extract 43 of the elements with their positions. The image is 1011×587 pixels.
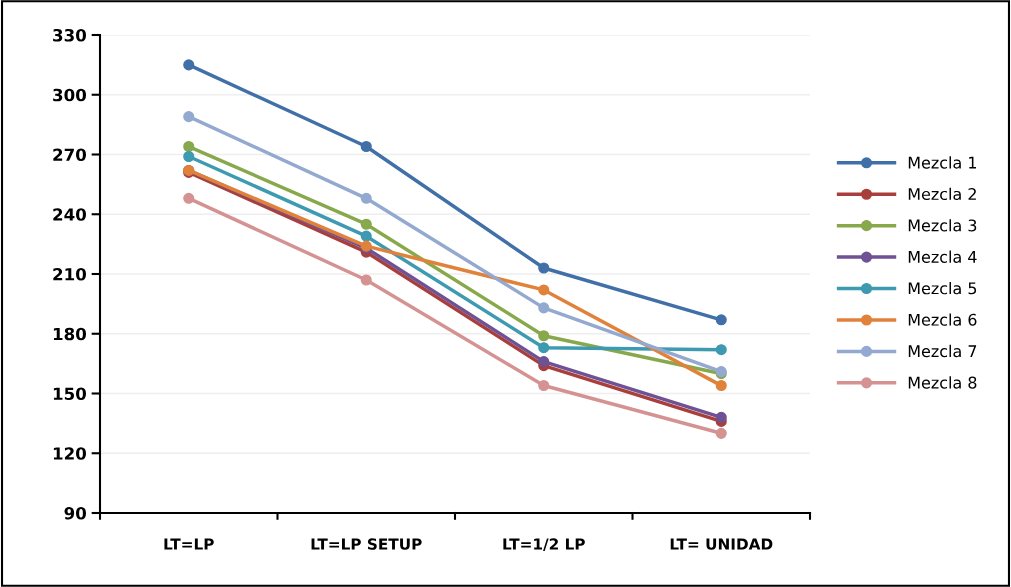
point <box>538 262 550 274</box>
point <box>538 302 550 314</box>
legend-label: Mezcla 2 <box>908 187 976 201</box>
y-tick-label: 90 <box>64 506 87 520</box>
point <box>538 356 550 368</box>
y-tick-label: 270 <box>53 148 87 162</box>
point <box>538 284 550 296</box>
point <box>715 314 727 326</box>
y-tick-label: 240 <box>53 208 87 221</box>
y-tick-label: 210 <box>53 267 87 281</box>
legend-label: Mezcla 4 <box>908 250 977 263</box>
point <box>715 427 727 439</box>
x-tick-label: LT=1/2 LP <box>503 538 585 552</box>
point <box>360 140 372 153</box>
y-tick-label: 120 <box>53 447 87 460</box>
point <box>360 274 372 286</box>
point <box>360 218 372 230</box>
point <box>360 192 372 204</box>
legend-label: Mezcla 5 <box>908 281 977 295</box>
x-tick-label: LT=LP <box>164 538 214 550</box>
point <box>715 379 727 392</box>
x-tick-label: LT=LP SETUP <box>311 538 422 550</box>
point <box>183 111 195 123</box>
y-tick-label: 180 <box>53 327 87 341</box>
point <box>715 411 727 423</box>
point <box>538 342 550 354</box>
x-tick-label: LT= UNIDAD <box>670 538 773 550</box>
point <box>715 344 727 356</box>
legend-label: Mezcla 7 <box>908 344 977 358</box>
point <box>538 379 550 392</box>
point <box>183 192 195 204</box>
point <box>360 230 372 242</box>
y-tick-label: 150 <box>53 387 87 401</box>
legend-label: Mezcla 8 <box>908 376 977 389</box>
y-tick-label: 300 <box>53 88 87 102</box>
point <box>183 140 195 153</box>
point <box>183 59 195 71</box>
legend-label: Mezcla 6 <box>908 313 977 326</box>
point <box>538 330 550 342</box>
legend-label: Mezcla 1 <box>908 156 977 169</box>
point <box>183 150 195 163</box>
legend-label: Mezcla 3 <box>908 219 977 232</box>
y-tick-label: 330 <box>53 28 87 42</box>
